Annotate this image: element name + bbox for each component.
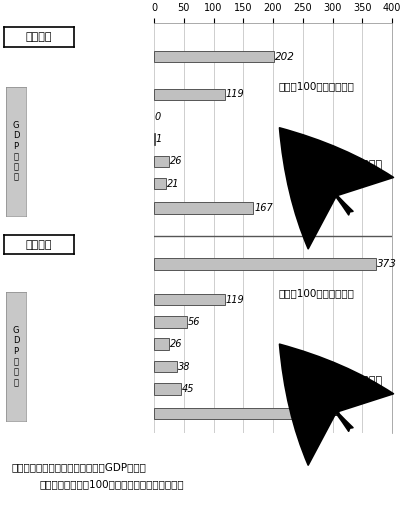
Bar <box>154 51 274 63</box>
Bar <box>154 258 376 270</box>
Text: 56: 56 <box>188 317 201 327</box>
Text: 26: 26 <box>170 156 183 166</box>
Bar <box>154 178 166 189</box>
Bar <box>154 155 170 167</box>
Text: GDP誘発: GDP誘発 <box>346 375 383 385</box>
Text: 38: 38 <box>178 362 190 371</box>
Text: 167: 167 <box>254 203 273 213</box>
Text: ケース１: ケース１ <box>26 32 52 42</box>
Text: 283: 283 <box>323 408 342 419</box>
Text: G
D
P
誘
発
額: G D P 誘 発 額 <box>13 121 19 182</box>
Bar <box>154 339 170 350</box>
Bar <box>154 316 187 328</box>
Text: 45: 45 <box>182 384 194 394</box>
Text: 202: 202 <box>275 51 295 62</box>
Text: 図１　大豆・大豆製品輸出に伴うGDP誘発額: 図１ 大豆・大豆製品輸出に伴うGDP誘発額 <box>12 462 147 471</box>
Text: （大豆100万トン相当）: （大豆100万トン相当） <box>279 288 355 299</box>
Bar <box>154 408 322 419</box>
Text: 373: 373 <box>377 259 397 269</box>
Text: 119: 119 <box>226 294 244 305</box>
Text: G
D
P
誘
発
額: G D P 誘 発 額 <box>13 326 19 387</box>
Text: （大豆を実質的に100万トン相当輸出する場合）: （大豆を実質的に100万トン相当輸出する場合） <box>40 480 185 489</box>
Text: 21: 21 <box>167 179 180 189</box>
Bar <box>154 361 177 372</box>
Text: 1: 1 <box>156 134 162 144</box>
Text: GDP誘発: GDP誘発 <box>346 159 383 169</box>
Bar <box>154 383 181 394</box>
Text: ケース２: ケース２ <box>26 240 52 249</box>
Bar <box>154 294 225 305</box>
Bar <box>154 89 225 100</box>
Text: （大豆100万トン相当）: （大豆100万トン相当） <box>279 81 355 91</box>
Text: 119: 119 <box>226 89 244 100</box>
Bar <box>154 203 253 214</box>
Text: 0: 0 <box>155 112 161 122</box>
Text: 26: 26 <box>170 339 183 349</box>
